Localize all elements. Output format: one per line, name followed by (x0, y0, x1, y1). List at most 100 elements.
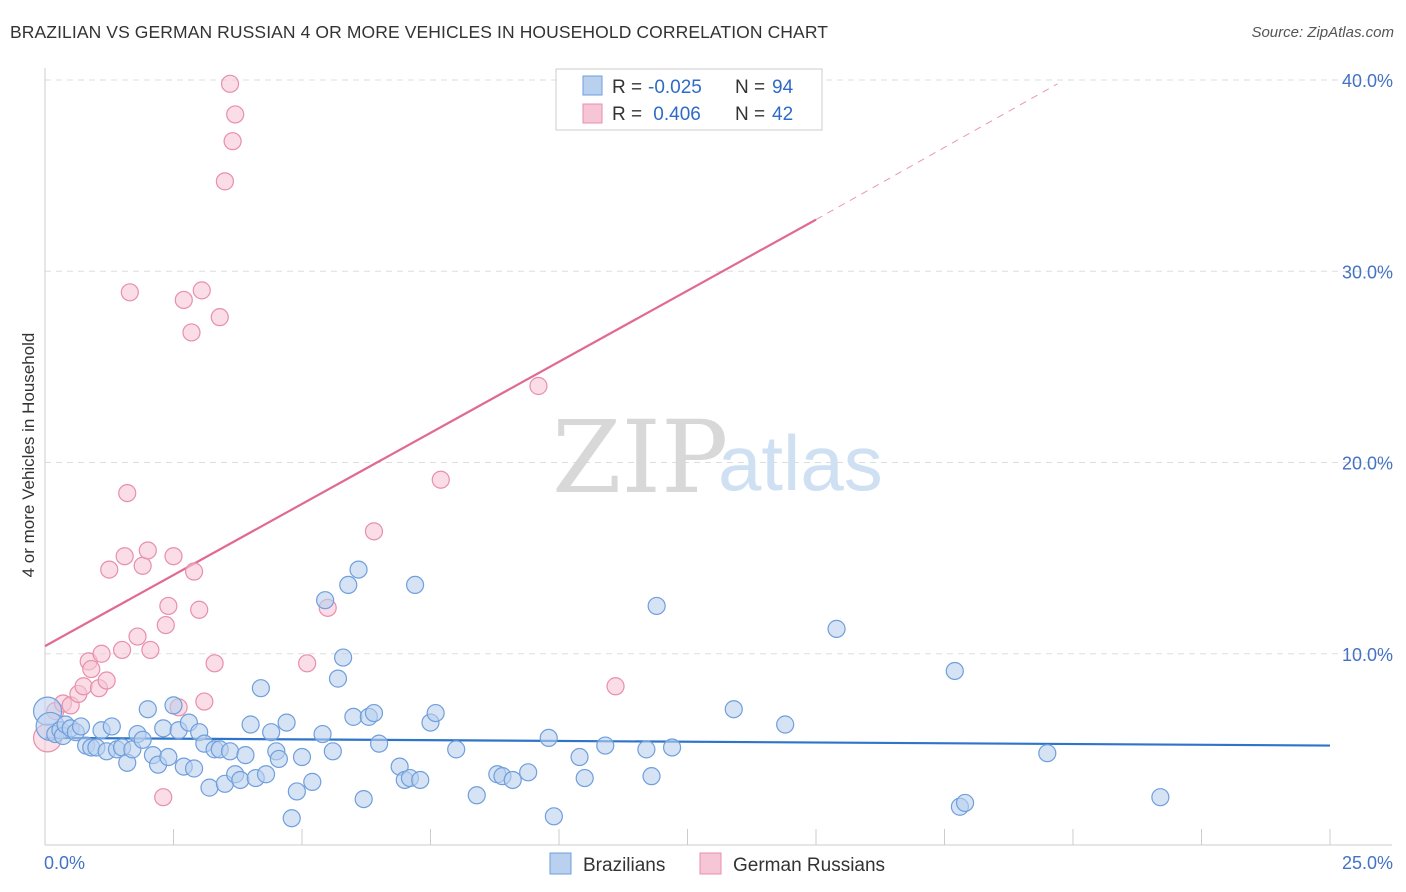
german-russians-point (364, 522, 384, 541)
brazilians-point (303, 772, 322, 791)
german-russians-point (205, 654, 224, 673)
brazilians-point (339, 575, 358, 595)
brazilians-point (503, 770, 522, 790)
brazilians-point (447, 740, 466, 759)
german-russians-point (164, 547, 183, 566)
german-russians-point (112, 640, 132, 660)
brazilians-point (955, 793, 975, 813)
german-russians-point (141, 640, 160, 660)
brazilians-point (231, 770, 250, 790)
chart-title: BRAZILIAN VS GERMAN RUSSIAN 4 OR MORE VE… (10, 22, 829, 42)
trend-line-german-russians (44, 218, 817, 648)
german-russians-point (92, 644, 111, 663)
german-russians-point (133, 556, 152, 575)
grid-lines (45, 79, 1392, 655)
trend-lines (44, 83, 1331, 747)
brazilians-point (102, 717, 121, 736)
brazilians-point (323, 742, 342, 761)
legend-n-value-brazilians: 94 (772, 77, 794, 98)
brazilians-point (776, 715, 795, 734)
legend-swatch-brazilians (582, 75, 603, 96)
brazilians-point (277, 713, 296, 732)
brazilians-point (364, 703, 384, 723)
trend-line-german-russians-extension (815, 83, 1058, 221)
german-russians-point (223, 132, 242, 151)
brazilians-point (544, 807, 563, 826)
brazilians-point (164, 696, 183, 715)
german-russians-point (606, 677, 625, 696)
german-russians-point (174, 290, 193, 310)
german-russians-point (156, 615, 175, 635)
brazilians-point (1151, 788, 1170, 807)
german-russians-point (182, 323, 201, 342)
brazilians-point (241, 715, 260, 734)
brazilians-point (426, 703, 445, 723)
brazilians-point (344, 707, 363, 726)
german-russians-point (138, 541, 157, 560)
brazilians-point (251, 679, 270, 698)
german-russians-point (215, 172, 234, 191)
german-russians-point (298, 654, 317, 673)
brazilians-point (370, 734, 389, 753)
brazilians-point (519, 763, 538, 782)
german-russians-point (220, 74, 240, 93)
brazilians-point (138, 700, 157, 719)
y-tick-label: 30.0% (1342, 262, 1393, 282)
legend-n-label-brazilians: N = (735, 77, 765, 98)
german-russians-point (190, 600, 209, 619)
brazilians-point (154, 719, 173, 738)
y-tick-label: 40.0% (1342, 71, 1393, 91)
german-russians-point (159, 596, 178, 616)
data-points (32, 74, 1170, 828)
german-russians-point (431, 470, 450, 489)
tick-labels: 10.0% 20.0% 30.0% 40.0% 0.0% 25.0% (44, 71, 1393, 873)
x-tick-label: 25.0% (1342, 853, 1393, 873)
german-russians-point (115, 547, 134, 566)
y-tick-label: 20.0% (1342, 454, 1393, 474)
brazilians-point (282, 809, 301, 828)
legend-r-value-german-russians: 0.406 (648, 104, 701, 125)
brazilians-point (349, 560, 368, 579)
legend-top: R = -0.025 N = 94 R = 0.406 N = 42 (555, 68, 823, 131)
german-russians-point (154, 788, 173, 807)
brazilians-point (313, 724, 332, 744)
brazilians-point (467, 786, 486, 805)
brazilians-point (827, 619, 846, 638)
german-russians-point (74, 677, 93, 696)
brazilians-point (236, 746, 255, 765)
legend-n-label-german-russians: N = (735, 104, 765, 125)
brazilians-point (287, 782, 306, 801)
brazilians-point (411, 770, 430, 790)
german-russians-point (97, 671, 116, 690)
brazilians-point (256, 765, 276, 784)
brazilians-point (200, 778, 219, 797)
y-axis-title: 4 or more Vehicles in Household (19, 333, 38, 578)
german-russians-point (195, 692, 214, 711)
brazilians-point (596, 736, 615, 755)
brazilians-point (945, 661, 964, 681)
brazilians-point (184, 759, 204, 778)
brazilians-point (570, 747, 589, 767)
brazilians-point (637, 740, 656, 759)
brazilians-point (354, 789, 373, 809)
german-russians-point (100, 560, 119, 579)
brazilians-point (405, 575, 425, 595)
german-russians-point (82, 659, 101, 679)
legend-r-label-german-russians: R = (612, 104, 642, 125)
trend-line-brazilians (44, 736, 1331, 747)
german-russians-point (226, 105, 245, 124)
legend-r-label-brazilians: R = (612, 77, 642, 98)
legend-swatch-german-russians (582, 103, 603, 124)
legend-bottom-swatch-brazilians (549, 852, 572, 875)
x-tick-label: 0.0% (44, 853, 85, 873)
brazilians-point (71, 717, 91, 736)
watermark-atlas: atlas (718, 419, 883, 507)
german-russians-point (529, 376, 548, 396)
german-russians-point (210, 308, 229, 327)
watermark: ZIP atlas (552, 399, 883, 516)
brazilians-point (662, 738, 682, 757)
brazilians-point (575, 768, 594, 788)
legend-bottom-swatch-german-russians (699, 852, 722, 875)
brazilians-point (262, 723, 281, 742)
